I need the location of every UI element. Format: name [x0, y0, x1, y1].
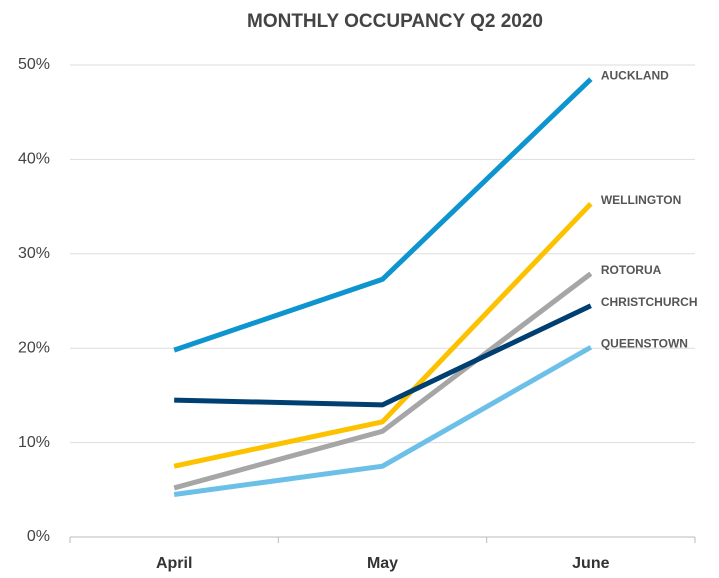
series-label: ROTORUA — [601, 263, 662, 277]
y-tick-label: 10% — [18, 434, 50, 451]
series-line — [173, 202, 593, 469]
chart-title: MONTHLY OCCUPANCY Q2 2020 — [247, 11, 543, 32]
series-label: WELLINGTON — [601, 193, 681, 207]
y-tick-label: 40% — [18, 151, 50, 168]
series-line — [173, 345, 593, 497]
series-label: AUCKLAND — [601, 68, 669, 82]
x-tick-label: May — [367, 555, 398, 572]
y-tick-label: 0% — [27, 528, 50, 545]
y-tick-label: 30% — [18, 245, 50, 262]
series-label: QUEENSTOWN — [601, 336, 688, 350]
series-line — [173, 77, 593, 353]
series-line — [174, 303, 592, 408]
y-tick-label: 50% — [18, 56, 50, 73]
x-tick-label: June — [572, 555, 609, 572]
series-line — [173, 271, 593, 491]
y-tick-label: 20% — [18, 339, 50, 356]
x-tick-label: April — [156, 555, 192, 572]
series-label: CHRISTCHURCH — [601, 295, 698, 309]
